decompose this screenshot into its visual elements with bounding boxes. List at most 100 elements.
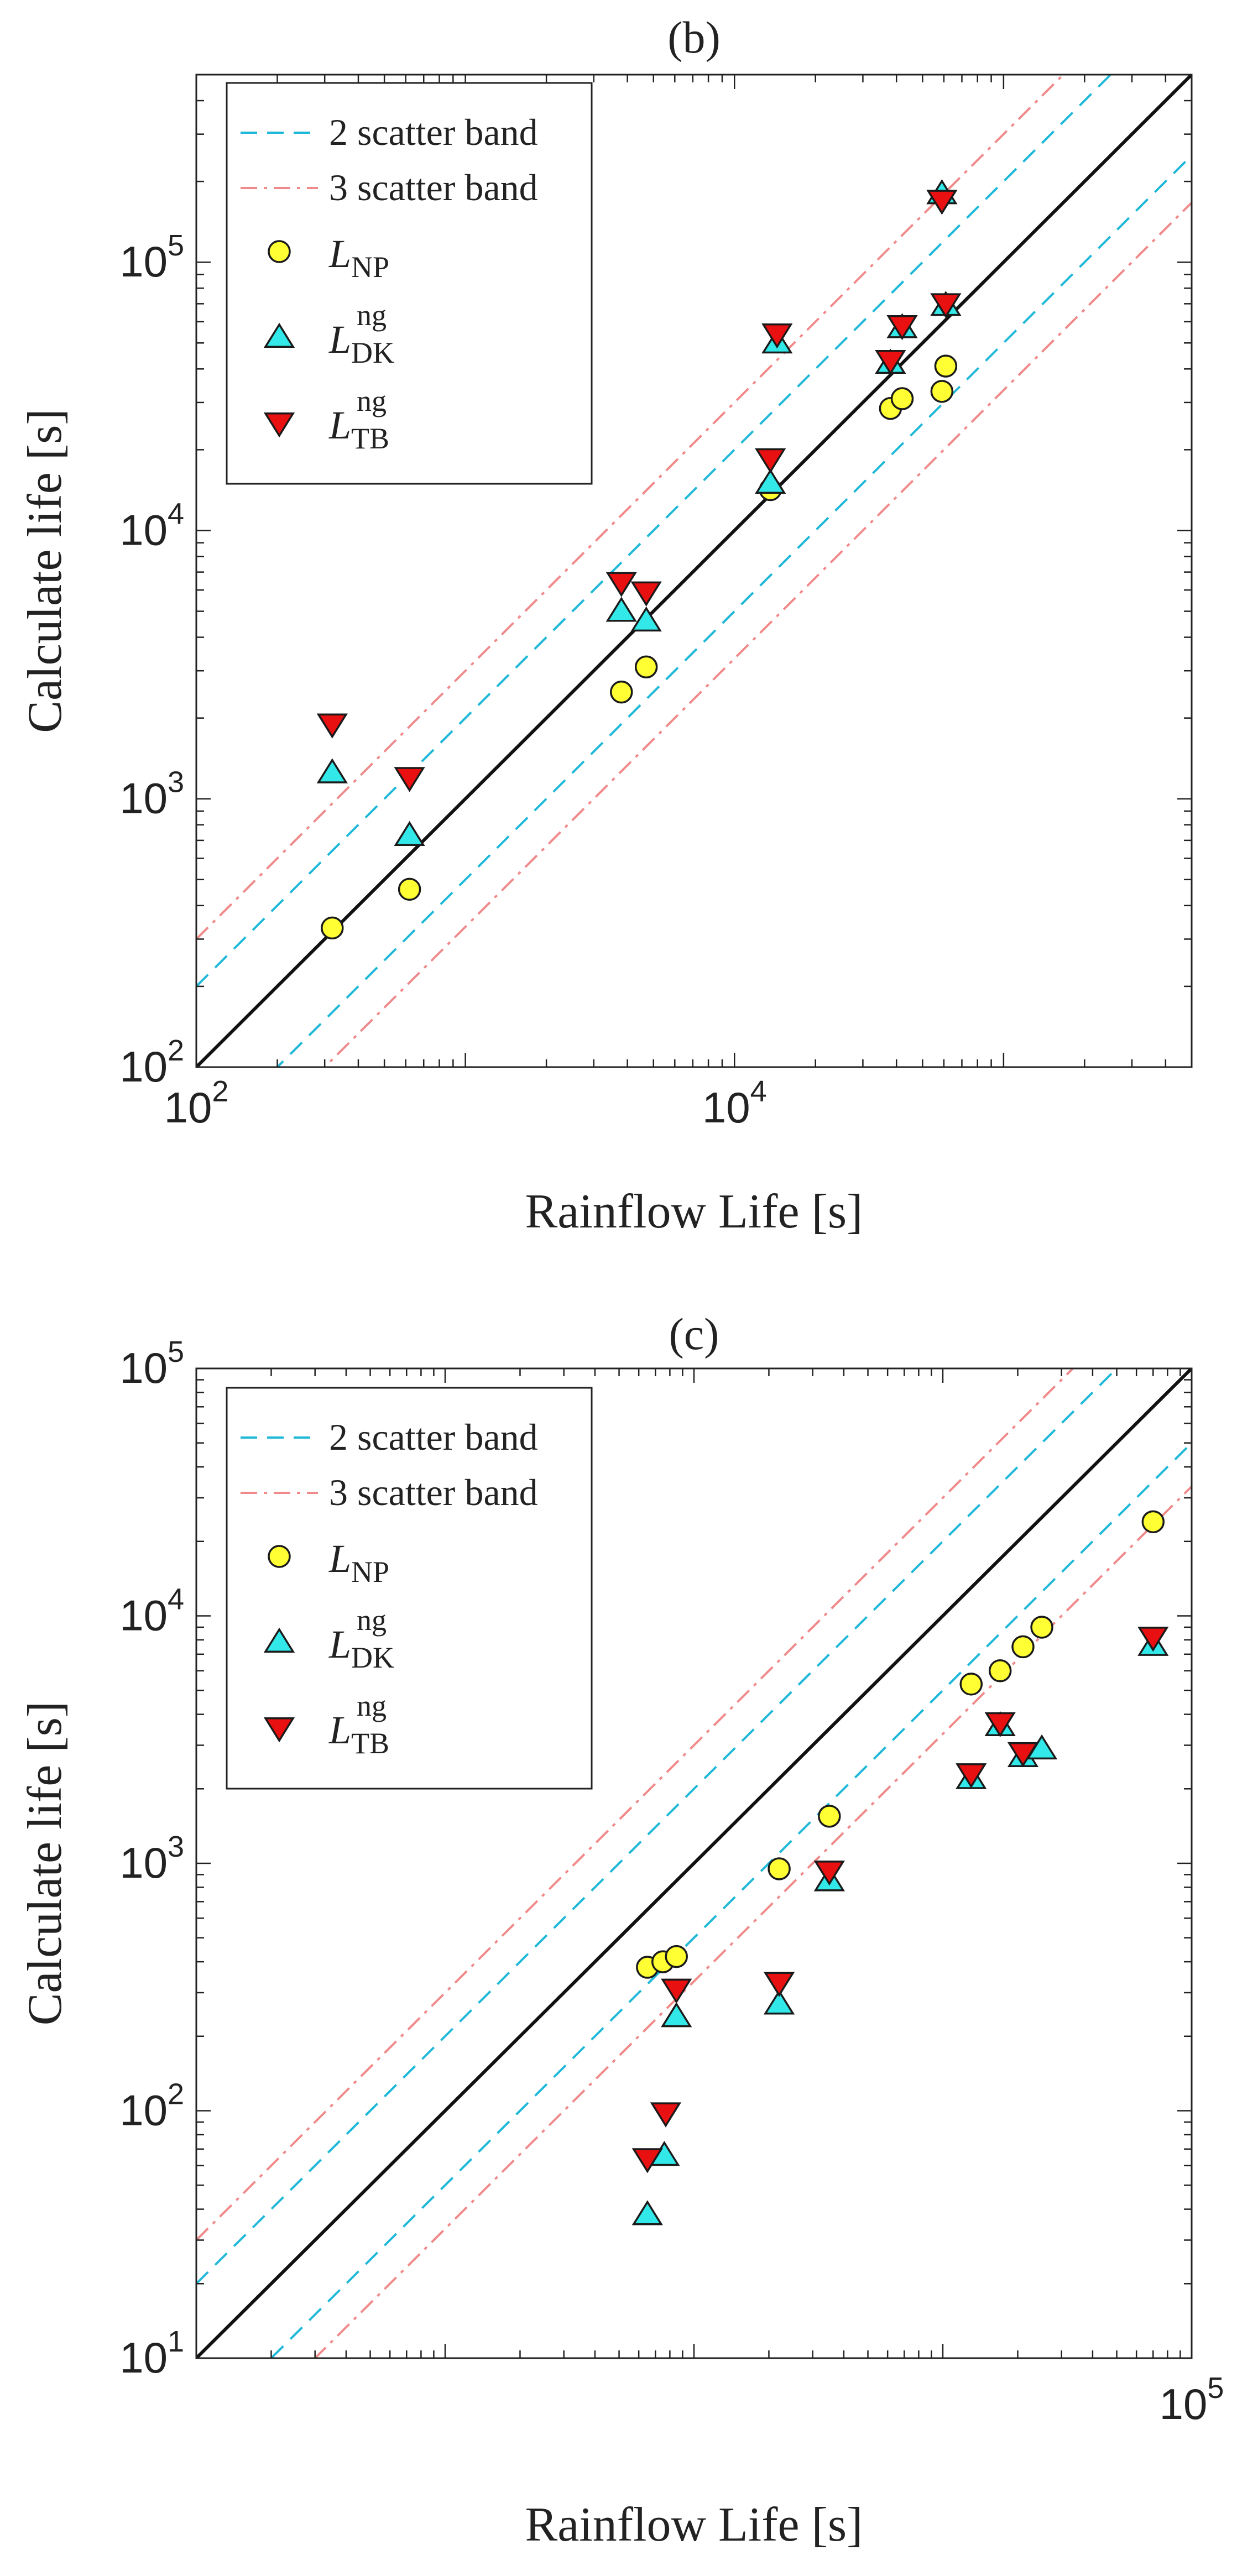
x-axis-label: Rainflow Life [s] <box>525 1185 863 1239</box>
data-point-tb-5 <box>956 1763 987 1789</box>
y-tick-label: 101 <box>119 2325 184 2382</box>
legend-symbol: L <box>328 403 351 447</box>
data-point-np-6 <box>988 1659 1012 1683</box>
axes-frame <box>195 74 1193 1068</box>
y-tick-base: 10 <box>119 1838 168 1887</box>
reference-lines <box>196 75 1192 1067</box>
x-tick-exponent: 5 <box>1207 2371 1224 2405</box>
y-tick-label: 105 <box>119 1335 184 1392</box>
y-tick-base: 10 <box>119 774 168 823</box>
y-tick-label: 104 <box>119 1583 184 1640</box>
band3-legend-label: 3 scatter band <box>329 1471 538 1513</box>
series-tb <box>631 1627 1169 2173</box>
data-point-tb-9 <box>926 190 958 215</box>
y-axis-label: Calculate life [s] <box>18 1701 72 2025</box>
legend-subscript: TB <box>351 422 389 455</box>
legend-subscript: NP <box>351 1555 389 1589</box>
y-tick-label: 105 <box>119 229 184 286</box>
data-point-tb-3 <box>630 581 662 607</box>
y-tick-base: 10 <box>119 2086 168 2135</box>
y-tick-base: 10 <box>119 1344 168 1392</box>
y-tick-exponent: 3 <box>168 1830 184 1863</box>
band3-upper-line <box>196 75 1065 940</box>
x-tick-base: 10 <box>702 1083 750 1132</box>
x-tick-label: 105 <box>1160 2371 1224 2428</box>
data-point-tb-2 <box>661 1978 692 2004</box>
data-point-tb-2 <box>605 572 637 597</box>
data-point-dk-0 <box>316 758 348 783</box>
tb-legend-label: LTB <box>328 403 389 455</box>
data-point-np-1 <box>398 877 421 901</box>
x-tick-label: 104 <box>702 1075 767 1132</box>
np-legend-marker <box>268 240 291 263</box>
y-axis-label: Calculate life [s] <box>18 409 72 733</box>
np-legend-label: LNP <box>328 232 389 284</box>
band3-lower-line <box>323 202 1192 1067</box>
y-tick-exponent: 4 <box>168 497 184 530</box>
data-point-tb-7 <box>1007 1742 1039 1768</box>
legend-symbol: L <box>328 1537 351 1581</box>
y-tick-label: 102 <box>119 2078 184 2135</box>
series-tb <box>316 190 962 792</box>
y-tick-label: 102 <box>119 1034 184 1091</box>
dk-legend-marker <box>263 322 295 348</box>
data-point-np-8 <box>1030 1616 1053 1639</box>
x-tick-base: 10 <box>164 1083 212 1132</box>
band2-lower-line <box>275 154 1192 1067</box>
data-point-tb-1 <box>650 2102 682 2128</box>
tb-legend-label: LTB <box>328 1708 389 1760</box>
x-tick-exponent: 4 <box>750 1075 767 1108</box>
data-point-np-0 <box>321 916 344 940</box>
data-point-np-6 <box>890 387 914 410</box>
y-tick-label: 103 <box>119 1830 184 1887</box>
data-point-dk-2 <box>605 597 637 622</box>
data-point-tb-4 <box>813 1861 845 1886</box>
chart-title: (b) <box>667 12 721 62</box>
x-tick-base: 10 <box>1160 2380 1208 2428</box>
y-tick-label: 103 <box>119 766 184 823</box>
data-point-tb-0 <box>316 713 348 739</box>
y-tick-exponent: 2 <box>168 2078 184 2111</box>
data-point-np-9 <box>1141 1510 1165 1534</box>
data-point-tb-6 <box>984 1712 1016 1738</box>
data-point-np-7 <box>930 380 954 403</box>
y-tick-base: 10 <box>119 1591 168 1640</box>
x-axis-label: Rainflow Life [s] <box>525 2498 863 2552</box>
y-tick-exponent: 1 <box>168 2325 184 2358</box>
y-tick-exponent: 5 <box>168 229 184 262</box>
data-point-np-2 <box>610 680 633 704</box>
band2-legend-label: 2 scatter band <box>329 111 538 153</box>
data-point-np-8 <box>934 354 958 378</box>
y-tick-exponent: 3 <box>168 766 184 799</box>
data-point-np-7 <box>1011 1635 1035 1659</box>
data-point-tb-7 <box>886 315 918 341</box>
legend-symbol: L <box>328 1622 351 1666</box>
x-tick-exponent: 2 <box>212 1075 228 1108</box>
band3-upper-line <box>196 1368 1075 2241</box>
chart-title: (c) <box>669 1309 719 1359</box>
np-legend-label: LNP <box>328 1537 389 1589</box>
x-tick-label: 102 <box>164 1075 229 1132</box>
legend-superscript: ng <box>357 299 387 332</box>
y-tick-exponent: 2 <box>168 1034 184 1067</box>
data-point-dk-0 <box>631 2200 663 2225</box>
data-point-dk-3 <box>763 1989 795 2015</box>
data-point-tb-0 <box>631 2148 663 2173</box>
y-tick-base: 10 <box>119 1042 168 1091</box>
data-point-tb-8 <box>930 293 962 318</box>
legend-subscript: NP <box>351 250 389 284</box>
data-point-np-5 <box>959 1673 983 1696</box>
y-tick-base: 10 <box>119 2333 168 2382</box>
series-np <box>321 354 958 940</box>
band2-upper-line <box>196 75 1113 987</box>
data-point-np-3 <box>768 1857 791 1880</box>
data-point-np-3 <box>634 655 658 679</box>
data-point-tb-8 <box>1137 1627 1169 1652</box>
band2-upper-line <box>196 1368 1119 2285</box>
legend-superscript: ng <box>357 1689 387 1722</box>
legend-symbol: L <box>328 317 351 362</box>
